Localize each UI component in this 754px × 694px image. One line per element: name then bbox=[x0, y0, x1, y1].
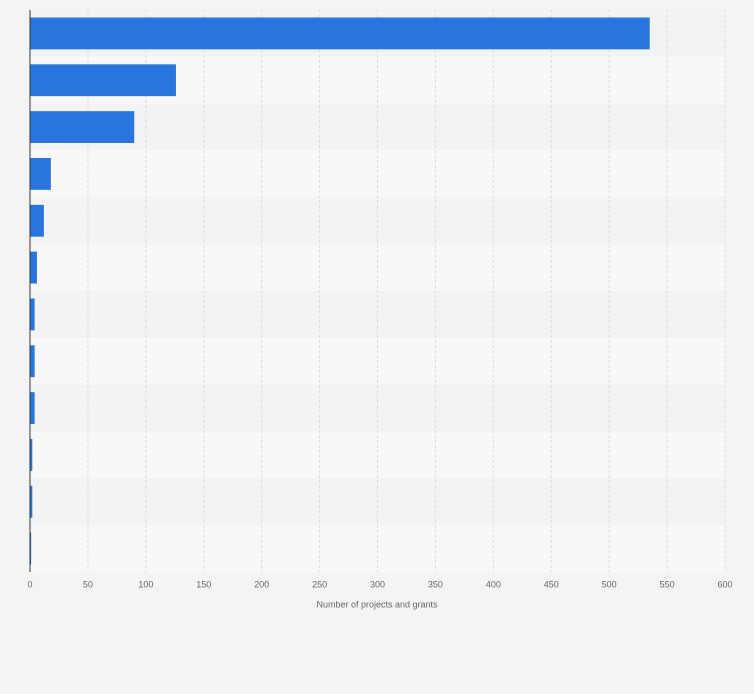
bar bbox=[30, 204, 44, 237]
bar bbox=[30, 17, 650, 50]
bar bbox=[30, 64, 176, 97]
row-band bbox=[30, 150, 725, 198]
bar bbox=[30, 438, 33, 471]
x-tick-label: 200 bbox=[254, 579, 269, 589]
bar bbox=[30, 111, 135, 144]
bar bbox=[30, 532, 32, 565]
x-tick-label: 300 bbox=[370, 579, 385, 589]
x-tick-label: 500 bbox=[602, 579, 617, 589]
x-tick-label: 0 bbox=[27, 579, 32, 589]
bar bbox=[30, 485, 33, 518]
x-tick-label: 100 bbox=[138, 579, 153, 589]
x-tick-label: 550 bbox=[660, 579, 675, 589]
x-tick-label: 50 bbox=[83, 579, 93, 589]
x-tick-label: 400 bbox=[486, 579, 501, 589]
bar bbox=[30, 298, 35, 331]
x-tick-label: 600 bbox=[717, 579, 732, 589]
x-tick-label: 350 bbox=[428, 579, 443, 589]
x-tick-label: 450 bbox=[544, 579, 559, 589]
bar bbox=[30, 392, 35, 425]
x-tick-label: 150 bbox=[196, 579, 211, 589]
bar bbox=[30, 345, 35, 378]
x-tick-label: 250 bbox=[312, 579, 327, 589]
bar bbox=[30, 157, 51, 190]
x-axis-label: Number of projects and grants bbox=[316, 599, 438, 609]
bar bbox=[30, 251, 37, 284]
